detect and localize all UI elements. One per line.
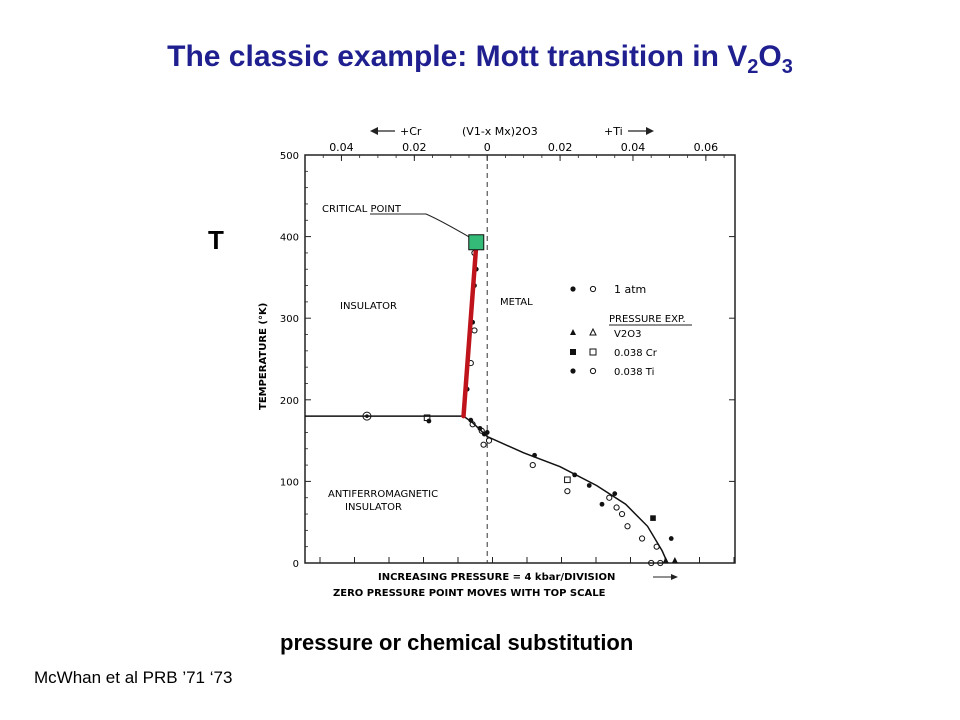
data-point (529, 461, 536, 469)
data-point (612, 491, 618, 497)
legend-filled-circle (570, 286, 576, 292)
data-point (653, 543, 660, 550)
slide-title: The classic example: Mott transition in … (0, 40, 960, 79)
top-axis-ticks: 0.04 0.02 0 0.02 0.04 0.06 (304, 141, 725, 161)
citation: McWhan et al PRB ’71 ‘73 (34, 668, 233, 687)
data-point (613, 504, 620, 511)
y-tick-label: 0 (293, 559, 299, 570)
data-point (469, 421, 476, 428)
cr-arrow-head (370, 127, 378, 135)
critical-point-marker (468, 234, 485, 251)
data-point (478, 427, 485, 434)
top-tick-label: 0.02 (548, 141, 573, 154)
top-tick-label: 0.04 (621, 141, 646, 154)
region-insulator-label: INSULATOR (340, 301, 397, 312)
legend-open-square (589, 348, 597, 356)
y-tick-label: 500 (280, 151, 299, 162)
data-point (564, 476, 571, 484)
legend-row4-label: 0.038 Ti (614, 367, 654, 378)
data-point (572, 472, 578, 478)
legend-header: PRESSURE EXP. (609, 314, 686, 325)
legend-row1-label: 1 atm (614, 283, 646, 296)
y-tick-label: 300 (280, 314, 299, 325)
title-subscript-2: 2 (747, 56, 759, 78)
data-point (599, 501, 605, 507)
ti-arrow-label: +Ti (604, 125, 623, 138)
data-point-center (365, 414, 369, 418)
top-axis-header: +Cr (V1-x Mx)2O3 +Ti (370, 125, 654, 138)
y-axis-label: TEMPERATURE (°K) (258, 303, 269, 410)
top-tick-label: 0.04 (329, 141, 354, 154)
title-text: The classic example: Mott transition in … (167, 40, 748, 73)
temperature-label: T (208, 225, 224, 255)
y-tick-label: 400 (280, 233, 299, 244)
bottom-axis-label-line2: ZERO PRESSURE POINT MOVES WITH TOP SCALE (333, 588, 606, 599)
data-point (648, 559, 655, 567)
top-tick-label: 0.02 (402, 141, 427, 154)
x-axis-caption: pressure or chemical substitution (280, 630, 634, 655)
critical-point-label: CRITICAL POINT (322, 204, 402, 215)
ti-arrow-head (646, 127, 654, 135)
legend-filled-diamond (570, 368, 576, 374)
data-point (362, 411, 372, 421)
data-point (618, 510, 626, 518)
legend-filled-triangle (570, 329, 576, 335)
data-point (426, 418, 432, 424)
data-point (606, 494, 613, 501)
data-point (564, 488, 571, 495)
data-point (662, 557, 669, 563)
data-point (638, 535, 646, 542)
data-point (480, 441, 487, 448)
y-tick-label: 200 (280, 396, 299, 407)
data-point (624, 523, 631, 530)
cr-arrow-label: +Cr (400, 125, 422, 138)
top-tick-label: 0 (484, 141, 491, 154)
legend-open-diamond (589, 367, 597, 375)
region-afm-label-line2: INSULATOR (345, 502, 402, 513)
data-point (532, 452, 537, 458)
data-point (668, 536, 674, 541)
legend-row3-label: 0.038 Cr (614, 348, 658, 359)
data-point (484, 430, 490, 435)
top-tick-label: 0.06 (694, 141, 719, 154)
critical-point-pointer (370, 213, 473, 240)
mott-transition-line (461, 242, 479, 419)
region-metal-label: METAL (500, 297, 533, 308)
data-point (485, 437, 493, 444)
plot-frame (304, 154, 736, 564)
legend: 1 atm PRESSURE EXP. V2O3 0.038 Cr 0.038 … (570, 283, 692, 378)
title-text-o: O (758, 40, 782, 73)
data-point (586, 483, 592, 488)
y-axis-ticks: 0 100 200 300 400 500 (280, 151, 735, 570)
data-point (471, 327, 478, 334)
legend-open-circle (589, 285, 597, 293)
y-tick-label: 100 (280, 477, 299, 488)
region-afm-label-line1: ANTIFERROMAGNETIC (328, 489, 438, 500)
data-point (650, 515, 656, 521)
data-points (362, 249, 678, 567)
formula-label: (V1-x Mx)2O3 (462, 125, 538, 138)
title-subscript-3: 3 (781, 56, 793, 78)
legend-row2-label: V2O3 (614, 329, 641, 340)
legend-open-triangle (589, 327, 597, 336)
bottom-axis-label-line1: INCREASING PRESSURE = 4 kbar/DIVISION (378, 572, 615, 583)
legend-filled-square (570, 349, 576, 355)
data-point (671, 557, 678, 563)
pressure-arrow-head (671, 574, 678, 580)
bottom-axis-ticks (319, 557, 735, 563)
